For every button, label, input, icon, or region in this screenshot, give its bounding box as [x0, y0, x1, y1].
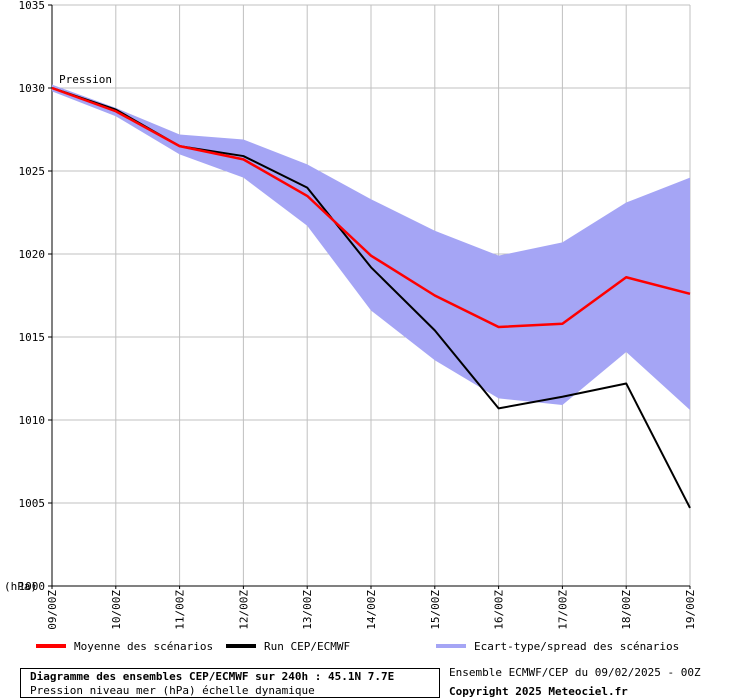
footer-title: Diagramme des ensembles CEP/ECMWF sur 24…	[30, 670, 395, 683]
y-tick-label: 1035	[19, 0, 46, 12]
legend-swatch-mean	[36, 644, 66, 648]
x-tick-label: 15/00Z	[429, 590, 442, 630]
series-lines	[51, 86, 691, 509]
x-tick-label: 17/00Z	[556, 590, 569, 630]
y-tick-label: 1010	[19, 414, 46, 427]
x-tick-label: 10/00Z	[110, 590, 123, 630]
footer-info-box: Diagramme des ensembles CEP/ECMWF sur 24…	[20, 668, 440, 698]
run-info: Ensemble ECMWF/CEP du 09/02/2025 - 00Z	[449, 666, 701, 679]
x-tick-label: 14/00Z	[365, 590, 378, 630]
legend-label-run: Run CEP/ECMWF	[264, 640, 351, 653]
x-tick-label: 19/00Z	[684, 590, 697, 630]
legend-label-spread: Ecart-type/spread des scénarios	[474, 640, 680, 653]
y-tick-label: 1000	[19, 580, 46, 593]
legend-label-mean: Moyenne des scénarios	[74, 640, 214, 653]
y-axis: 1000 1005 1010 1015 1020 1025 1030 1035	[19, 0, 52, 593]
copyright: Copyright 2025 Meteociel.fr	[449, 685, 628, 698]
y-tick-label: 1030	[19, 82, 46, 95]
x-tick-label: 09/00Z	[46, 590, 59, 630]
x-tick-label: 11/00Z	[174, 590, 187, 630]
spread-band	[52, 84, 690, 411]
y-tick-label: 1020	[19, 248, 46, 261]
y-axis-label: (hPa)	[4, 580, 37, 593]
x-tick-label: 16/00Z	[493, 590, 506, 630]
x-axis: 09/00Z 10/00Z 11/00Z 12/00Z 13/00Z 14/00Z 15/0…	[46, 586, 697, 630]
y-tick-label: 1005	[19, 497, 46, 510]
series-line-mean	[51, 86, 691, 329]
legend-swatch-spread	[436, 644, 466, 648]
pression-annotation: Pression	[59, 73, 112, 86]
legend-swatch-run	[226, 644, 256, 648]
x-tick-label: 13/00Z	[301, 590, 314, 630]
y-tick-label: 1015	[19, 331, 46, 344]
x-tick-label: 18/00Z	[620, 590, 633, 630]
footer-subtitle: Pression niveau mer (hPa) échelle dynami…	[30, 684, 315, 697]
y-tick-label: 1025	[19, 165, 46, 178]
x-tick-label: 12/00Z	[237, 590, 250, 630]
